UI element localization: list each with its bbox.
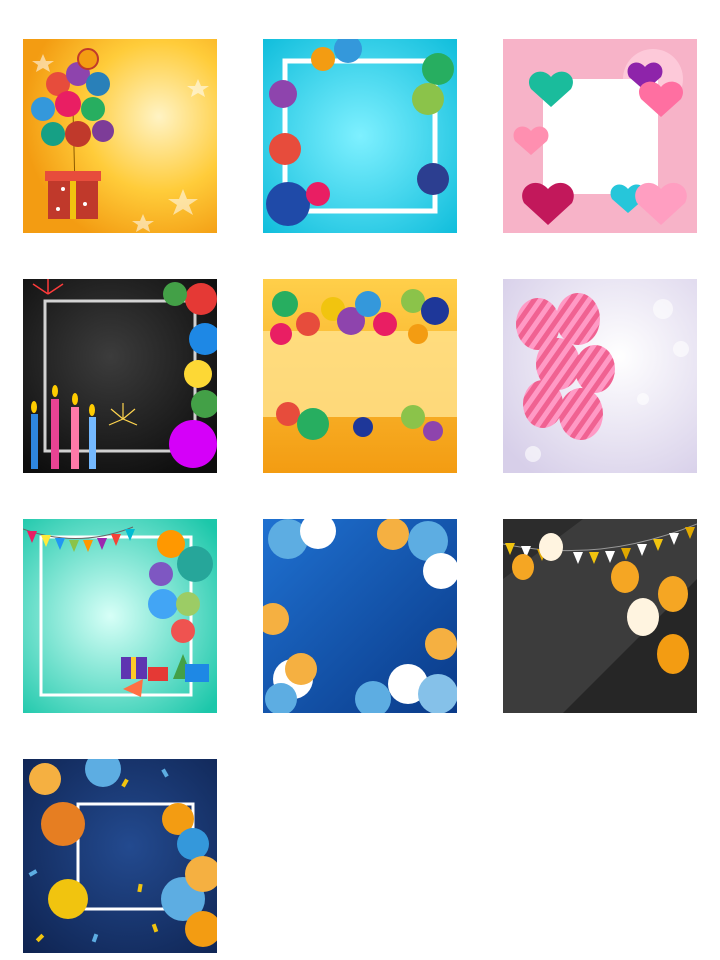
- gallery-thumbnail-black-candles[interactable]: [23, 279, 217, 473]
- gallery-thumbnail-cyan-frame[interactable]: [263, 39, 457, 233]
- black-candles-image: [23, 279, 217, 473]
- navy-frame-image: [23, 759, 217, 953]
- orange-banner-image: [263, 279, 457, 473]
- dark-gold-image: [503, 519, 697, 713]
- gallery-thumbnail-blue-gold-balloons[interactable]: [263, 519, 457, 713]
- gallery-thumbnail-gift-balloons[interactable]: [23, 39, 217, 233]
- gallery-thumbnail-mint-bunting[interactable]: [23, 519, 217, 713]
- pink-hearts-image: [503, 39, 697, 233]
- gallery-thumbnail-dark-gold-bunting[interactable]: [503, 519, 697, 713]
- gallery-thumbnail-pink-hearts[interactable]: [503, 39, 697, 233]
- gallery-thumbnail-pink-striped-balloons[interactable]: [503, 279, 697, 473]
- blue-gold-image: [263, 519, 457, 713]
- mint-bunting-image: [23, 519, 217, 713]
- pink-striped-image: [503, 279, 697, 473]
- gallery-thumbnail-navy-frame-confetti[interactable]: [23, 759, 217, 953]
- gift-balloons-image: [23, 39, 217, 233]
- cyan-frame-image: [263, 39, 457, 233]
- gallery-thumbnail-orange-banner[interactable]: [263, 279, 457, 473]
